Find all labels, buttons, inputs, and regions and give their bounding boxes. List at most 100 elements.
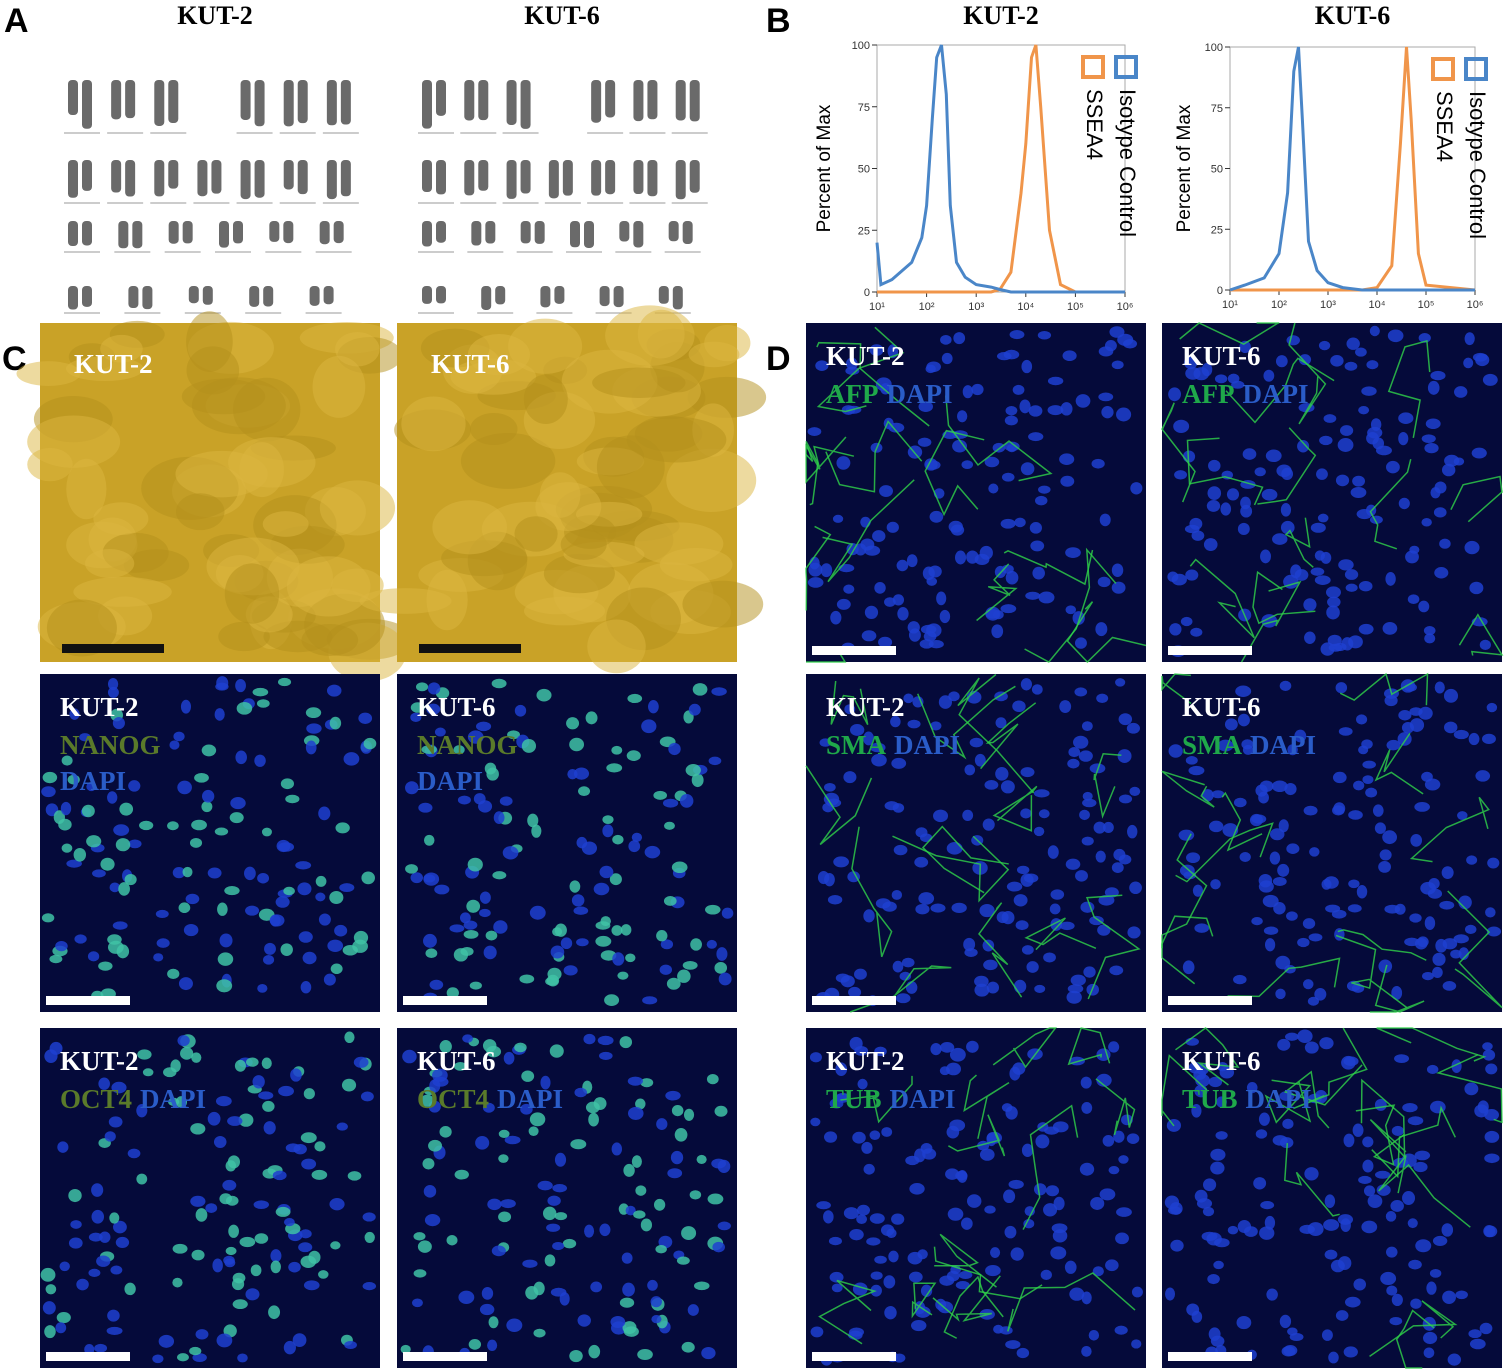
nucleus <box>824 872 835 887</box>
nucleus <box>621 1252 633 1264</box>
nucleus <box>217 902 228 916</box>
fiber <box>1339 672 1429 706</box>
nucleus <box>1386 739 1401 751</box>
nucleus <box>1298 354 1312 366</box>
nucleus <box>45 1284 57 1295</box>
fiber <box>1093 753 1122 819</box>
nucleus <box>177 1035 190 1047</box>
nucleus <box>930 903 946 913</box>
nucleus <box>573 767 590 780</box>
nucleus <box>178 902 191 914</box>
nucleus <box>363 737 377 750</box>
nucleus <box>205 1203 218 1213</box>
fiber <box>934 1233 997 1288</box>
nucleus <box>1116 1207 1132 1217</box>
chromosome <box>240 80 251 120</box>
stain-label: DAPI <box>1250 730 1316 760</box>
nucleus <box>581 841 597 855</box>
nucleus <box>1090 1197 1105 1210</box>
nucleus <box>537 1180 553 1191</box>
nucleus <box>41 913 55 923</box>
nucleus <box>1038 809 1050 819</box>
nucleus <box>1103 821 1114 834</box>
nucleus <box>1127 824 1138 839</box>
legend-swatch <box>1431 57 1455 81</box>
nucleus <box>191 1052 202 1063</box>
nucleus <box>870 1284 882 1297</box>
nucleus <box>1362 1159 1374 1173</box>
nucleus <box>1050 1246 1067 1260</box>
nucleus <box>303 1088 315 1100</box>
nucleus <box>1362 1136 1374 1148</box>
nucleus <box>1282 1118 1294 1130</box>
nucleus <box>237 1353 248 1363</box>
nucleus <box>847 871 861 883</box>
nucleus <box>665 1090 681 1101</box>
nucleus <box>590 1281 603 1293</box>
nucleus <box>228 1224 239 1238</box>
nucleus <box>809 1052 822 1063</box>
chromosome <box>68 221 78 247</box>
cell <box>523 374 568 425</box>
fiber <box>1161 1054 1208 1127</box>
nucleus <box>892 594 905 606</box>
nucleus <box>1385 572 1396 586</box>
nucleus <box>491 678 507 689</box>
nucleus <box>1394 1054 1410 1063</box>
plot-frame <box>1229 46 1476 291</box>
nucleus <box>1012 1062 1026 1075</box>
nucleus <box>1378 861 1392 873</box>
nucleus <box>1195 1063 1209 1075</box>
nucleus <box>156 938 170 948</box>
nucleus <box>500 1199 516 1209</box>
fiber <box>1360 1078 1407 1159</box>
nucleus <box>402 1049 417 1064</box>
nucleus <box>1366 432 1379 445</box>
nucleus <box>305 707 322 719</box>
nucleus <box>1269 828 1285 841</box>
nucleus <box>1358 623 1374 635</box>
chromosome <box>464 80 475 121</box>
nucleus <box>905 1155 920 1166</box>
nucleus <box>61 755 73 766</box>
nucleus <box>423 1185 437 1198</box>
chromosome <box>506 160 517 199</box>
nucleus <box>886 1228 897 1239</box>
chromosome <box>111 160 122 193</box>
nucleus <box>897 607 909 621</box>
nucleus <box>1089 915 1104 926</box>
nucleus <box>955 1280 970 1290</box>
nucleus <box>217 952 234 966</box>
nucleus <box>214 827 229 836</box>
nucleus <box>1111 581 1126 594</box>
stain-label: SMA <box>826 730 887 760</box>
stain-label: DAPI <box>1246 1084 1312 1114</box>
nucleus <box>857 1204 871 1216</box>
scale-bar <box>403 1352 487 1361</box>
nucleus <box>610 1316 626 1329</box>
nucleus <box>239 1236 256 1248</box>
nucleus <box>1458 895 1472 910</box>
nucleus <box>1482 1042 1493 1051</box>
nucleus <box>893 1353 906 1363</box>
nucleus <box>1335 474 1350 487</box>
nucleus <box>823 1210 834 1224</box>
nucleus <box>343 752 360 766</box>
nucleus <box>611 925 623 936</box>
nucleus <box>1382 830 1398 845</box>
nucleus <box>1251 917 1263 926</box>
nucleus <box>1369 325 1380 337</box>
nucleus <box>807 427 822 436</box>
nucleus <box>919 639 934 649</box>
chromosome <box>125 160 136 197</box>
stain-label: TUB <box>1182 1084 1238 1114</box>
cell <box>539 472 581 518</box>
nucleus <box>446 1235 458 1246</box>
nucleus <box>1398 412 1414 424</box>
nucleus <box>635 1185 647 1196</box>
scale-bar <box>812 646 896 655</box>
nucleus <box>1040 1269 1052 1280</box>
chromosome <box>672 286 683 310</box>
nucleus <box>1180 616 1193 627</box>
chromosome <box>182 221 193 244</box>
